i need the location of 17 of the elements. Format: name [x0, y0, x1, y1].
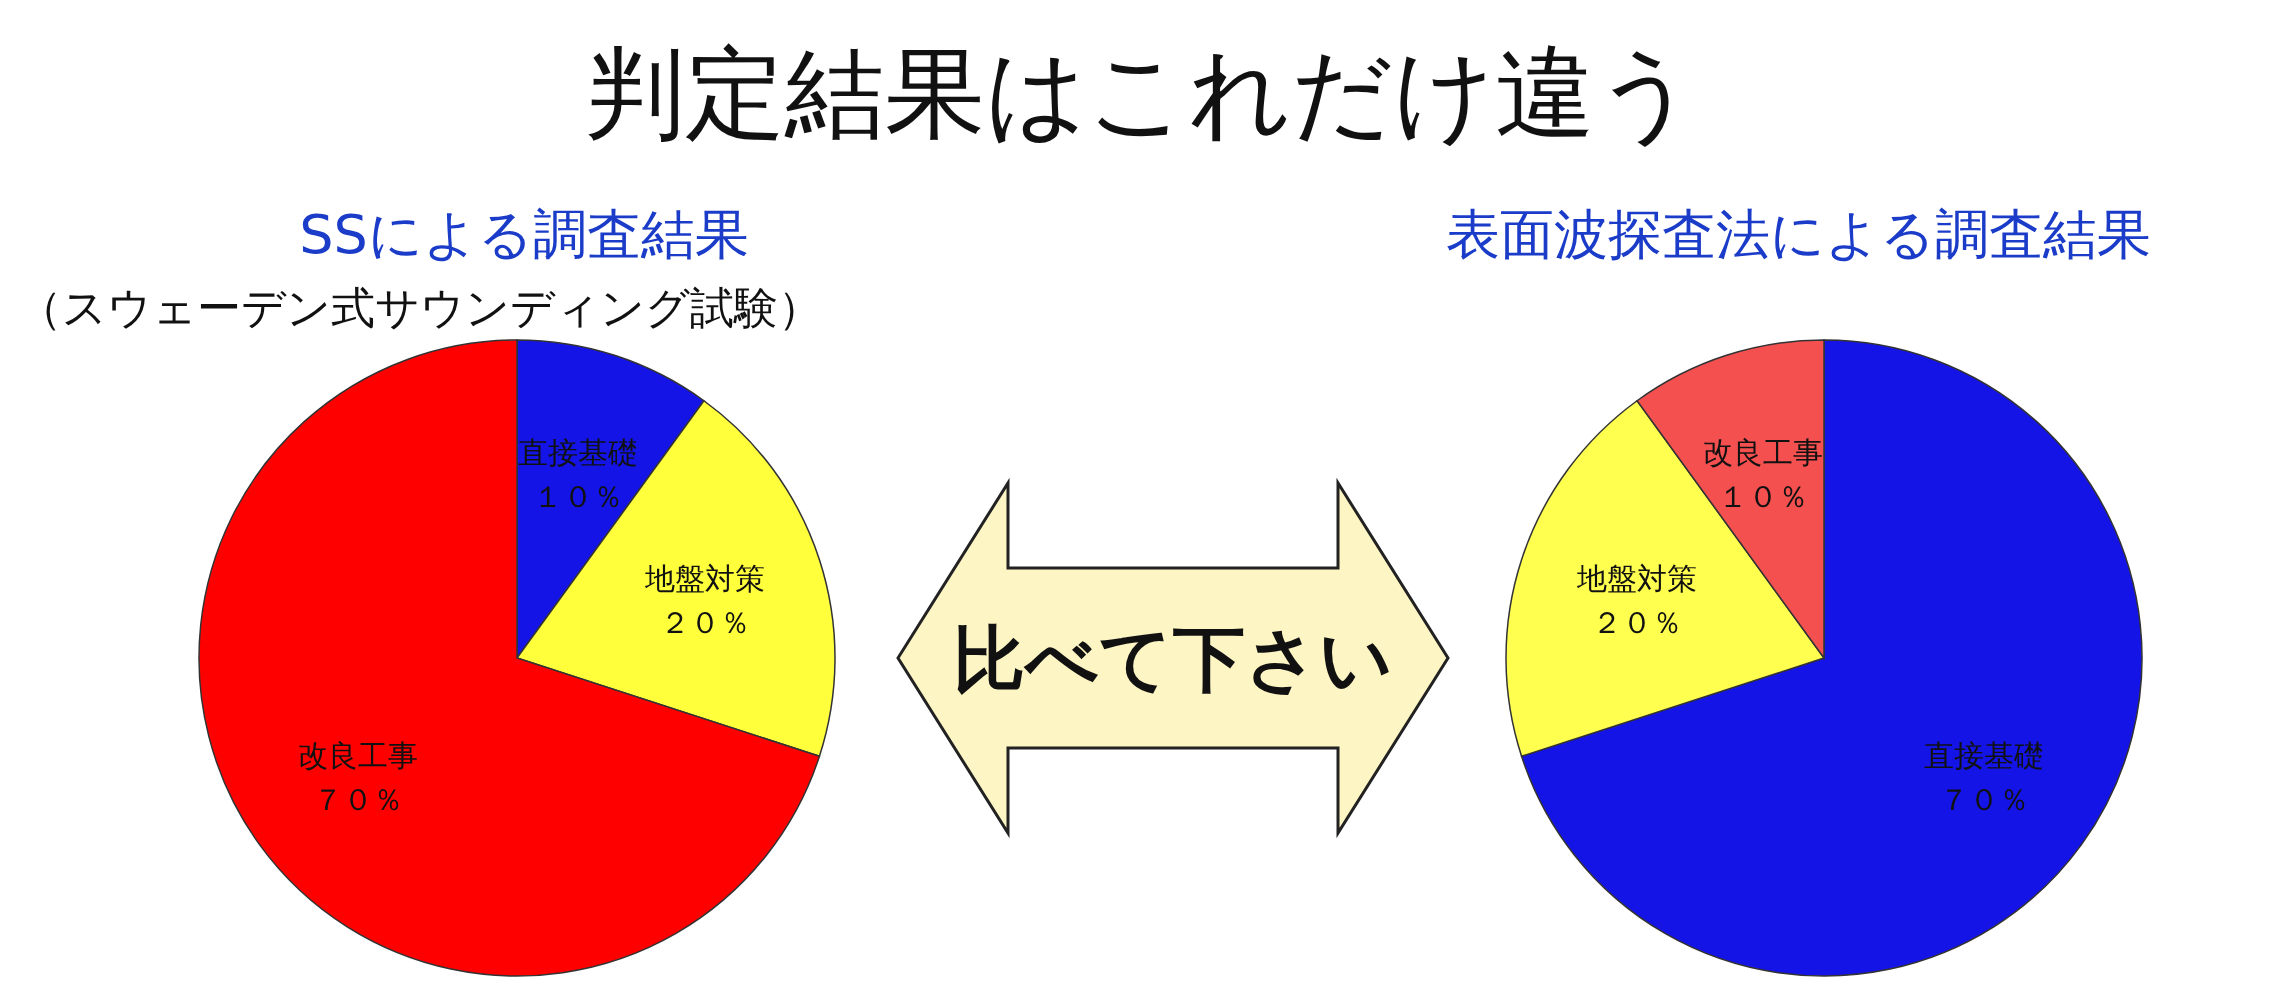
data-label: ７０％	[312, 781, 403, 817]
text: 判定結果はこれだけ違う	[585, 35, 1697, 152]
slice-label: 直接基礎	[1923, 737, 2044, 773]
data-label: ２０％	[1591, 605, 1682, 641]
slice-label: 改良工事	[1703, 434, 1824, 470]
slice-label: 地盤対策	[1575, 561, 1697, 597]
slice-label: 地盤対策	[643, 561, 765, 597]
data-label: ７０％	[1938, 781, 2029, 817]
chart-subtitle: （スウェーデン式サウンディング試験）	[18, 282, 822, 333]
slice-label: 改良工事	[297, 737, 418, 773]
chart-title: 表面波探査法による調査結果	[1445, 203, 2151, 266]
chart-title: SSによる調査結果	[299, 203, 749, 266]
data-label: ２０％	[659, 605, 750, 641]
text: 比べて下さい	[953, 617, 1393, 701]
slice-label: 直接基礎	[517, 434, 638, 470]
data-label: １０％	[1718, 478, 1809, 514]
data-label: １０％	[532, 478, 623, 514]
